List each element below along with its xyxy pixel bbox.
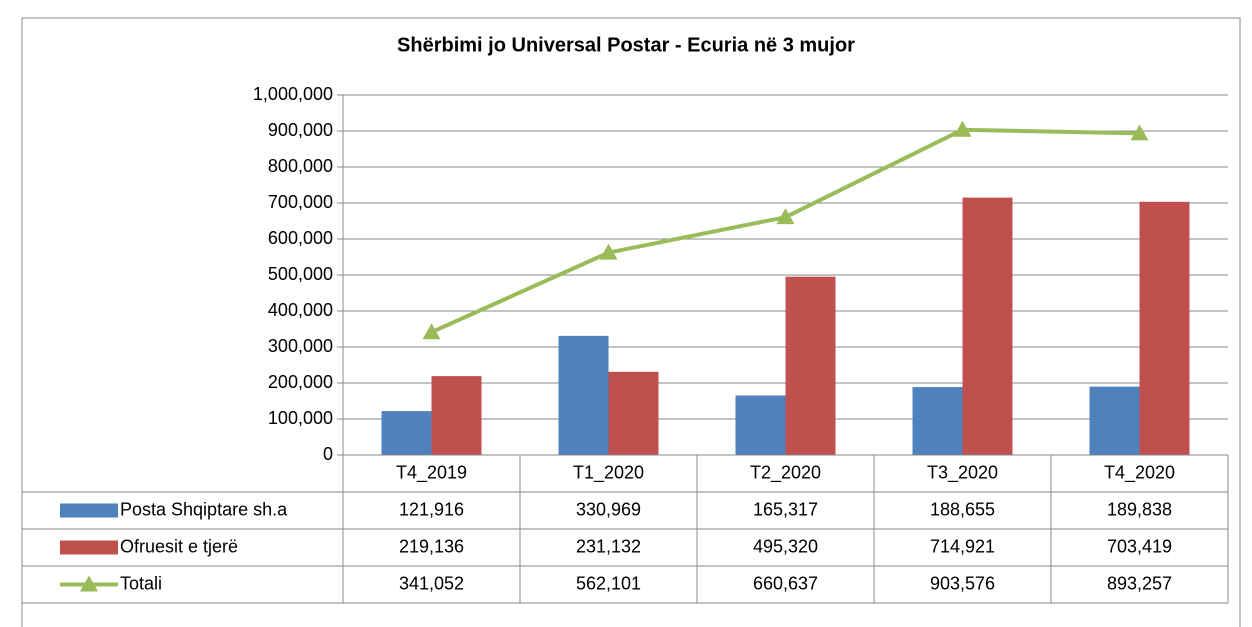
bar (431, 376, 482, 455)
table-value: 893,257 (1107, 573, 1172, 593)
table-value: 121,916 (399, 499, 464, 519)
legend-label: Posta Shqiptare sh.a (120, 499, 288, 519)
y-tick-label: 800,000 (268, 156, 333, 176)
y-tick-label: 1,000,000 (253, 84, 333, 104)
y-tick-label: 0 (323, 444, 333, 464)
bar (912, 387, 963, 455)
legend-key (60, 503, 118, 518)
line-marker (776, 208, 795, 225)
table-value: 231,132 (576, 536, 641, 556)
x-tick-label: T2_2020 (750, 462, 821, 483)
line-marker (422, 323, 441, 340)
table-value: 562,101 (576, 573, 641, 593)
x-tick-label: T3_2020 (927, 462, 998, 483)
table-value: 714,921 (930, 536, 995, 556)
y-tick-label: 100,000 (268, 408, 333, 428)
bar (381, 411, 432, 455)
y-tick-label: 700,000 (268, 192, 333, 212)
y-tick-label: 900,000 (268, 120, 333, 140)
y-tick-label: 500,000 (268, 264, 333, 284)
table-value: 341,052 (399, 573, 464, 593)
bar (558, 335, 609, 455)
x-tick-label: T4_2019 (396, 462, 467, 483)
y-tick-label: 400,000 (268, 300, 333, 320)
x-tick-label: T1_2020 (573, 462, 644, 483)
bar (1139, 201, 1190, 455)
table-value: 188,655 (930, 499, 995, 519)
y-tick-label: 300,000 (268, 336, 333, 356)
table-value: 703,419 (1107, 536, 1172, 556)
y-tick-label: 200,000 (268, 372, 333, 392)
bar (735, 395, 786, 455)
legend-key-marker (80, 575, 98, 592)
line-marker (1130, 124, 1149, 141)
bar (1089, 386, 1140, 455)
table-value: 189,838 (1107, 499, 1172, 519)
y-tick-label: 600,000 (268, 228, 333, 248)
line-marker (599, 243, 618, 260)
table-value: 330,969 (576, 499, 641, 519)
legend-label: Totali (120, 573, 162, 593)
line-marker (953, 120, 972, 137)
legend-label: Ofruesit e tjerë (120, 536, 238, 556)
bar (962, 197, 1013, 456)
bar (608, 371, 659, 455)
table-value: 219,136 (399, 536, 464, 556)
x-tick-label: T4_2020 (1104, 462, 1175, 483)
chart-title: Shërbimi jo Universal Postar - Ecuria në… (397, 34, 855, 56)
chart-frame (21, 17, 1241, 627)
legend-key (60, 540, 118, 555)
table-value: 165,317 (753, 499, 818, 519)
bar (785, 276, 836, 455)
table-value: 660,637 (753, 573, 818, 593)
table-value: 903,576 (930, 573, 995, 593)
table-value: 495,320 (753, 536, 818, 556)
